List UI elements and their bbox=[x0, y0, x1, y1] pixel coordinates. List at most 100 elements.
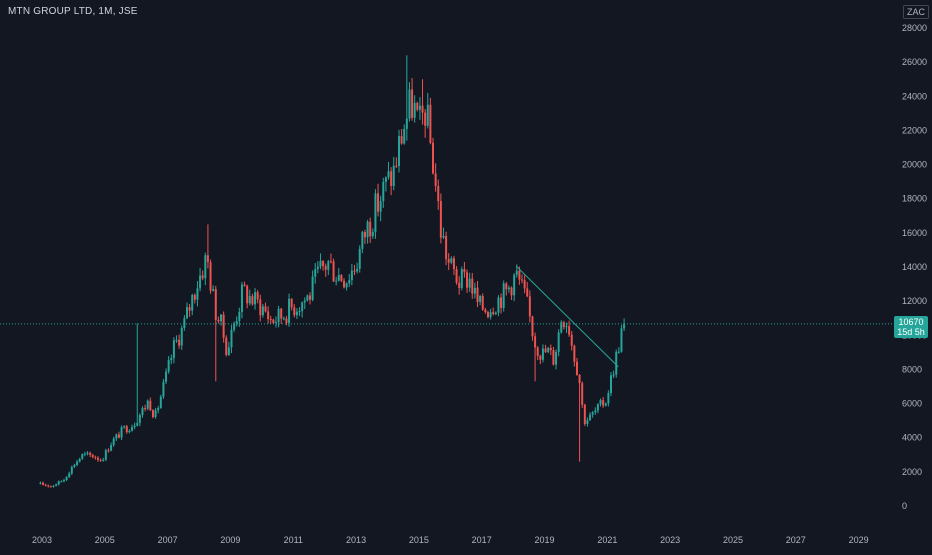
x-tick-label: 2013 bbox=[346, 535, 366, 545]
candle-body bbox=[492, 312, 495, 315]
y-tick-label: 22000 bbox=[902, 125, 927, 135]
candle-body bbox=[343, 280, 346, 288]
candle-body bbox=[293, 307, 296, 316]
candle-body bbox=[623, 323, 626, 329]
currency-badge[interactable]: ZAC bbox=[903, 5, 929, 19]
candle-body bbox=[256, 292, 259, 300]
candle-body bbox=[526, 288, 529, 297]
candle-body bbox=[141, 408, 144, 415]
candle-body bbox=[463, 269, 466, 273]
candle-body bbox=[311, 276, 314, 300]
candle-body bbox=[269, 319, 272, 321]
candle-body bbox=[604, 403, 607, 406]
candle-body bbox=[521, 279, 523, 281]
x-tick-label: 2029 bbox=[849, 535, 869, 545]
candle-body bbox=[502, 283, 505, 308]
candle-body bbox=[47, 485, 50, 487]
candle-body bbox=[494, 312, 497, 315]
candle-body bbox=[303, 300, 306, 303]
candle-body bbox=[374, 193, 377, 233]
x-tick-label: 2023 bbox=[660, 535, 680, 545]
candle-body bbox=[510, 287, 513, 296]
candle-body bbox=[335, 280, 338, 282]
candle-body bbox=[290, 298, 293, 308]
candle-body bbox=[120, 427, 123, 438]
candle-body bbox=[329, 261, 332, 263]
candle-body bbox=[371, 232, 374, 237]
candle-body bbox=[560, 322, 563, 333]
bar-countdown: 15d 5h bbox=[897, 327, 925, 337]
y-axis: 0200040006000800010000120001400016000180… bbox=[902, 23, 927, 511]
candle-body bbox=[309, 295, 311, 300]
candle-body bbox=[246, 285, 249, 304]
x-tick-label: 2019 bbox=[534, 535, 554, 545]
candle-body bbox=[442, 235, 445, 238]
candle-body bbox=[570, 334, 573, 346]
candle-body bbox=[183, 318, 186, 328]
candle-body bbox=[112, 438, 115, 445]
candle-body bbox=[403, 128, 406, 144]
y-tick-label: 2000 bbox=[902, 467, 922, 477]
candle-body bbox=[225, 337, 228, 355]
candle-body bbox=[185, 307, 188, 319]
candle-body bbox=[534, 336, 537, 348]
candle-body bbox=[421, 105, 424, 113]
candle-body bbox=[261, 306, 264, 316]
candle-body bbox=[267, 311, 270, 320]
candle-body bbox=[581, 383, 584, 405]
candle-body bbox=[450, 258, 453, 263]
candle-body bbox=[81, 454, 84, 459]
candle-body bbox=[170, 358, 173, 361]
candle-body bbox=[591, 412, 594, 415]
candle-body bbox=[167, 360, 170, 372]
candle-body bbox=[337, 275, 340, 281]
candle-body bbox=[439, 201, 442, 238]
candle-body bbox=[356, 268, 359, 272]
candle-body bbox=[361, 231, 364, 249]
y-tick-label: 26000 bbox=[902, 57, 927, 67]
candles-layer bbox=[39, 55, 626, 488]
candle-body bbox=[238, 311, 241, 322]
candle-body bbox=[68, 473, 71, 478]
candle-body bbox=[240, 284, 243, 312]
candle-body bbox=[162, 381, 165, 397]
y-tick-label: 8000 bbox=[902, 364, 922, 374]
candle-body bbox=[178, 339, 181, 346]
candle-body bbox=[397, 136, 400, 167]
candle-body bbox=[157, 407, 160, 411]
candle-body bbox=[557, 332, 560, 352]
candle-body bbox=[201, 275, 204, 279]
candle-body bbox=[599, 400, 602, 405]
candle-body bbox=[125, 426, 128, 433]
candle-body bbox=[117, 434, 120, 438]
candle-body bbox=[549, 347, 552, 351]
y-tick-label: 28000 bbox=[902, 23, 927, 33]
candle-body bbox=[426, 104, 429, 126]
candle-body bbox=[411, 89, 414, 118]
candle-body bbox=[366, 221, 369, 238]
candle-body bbox=[471, 278, 474, 294]
candle-body bbox=[73, 465, 76, 467]
candle-body bbox=[447, 259, 450, 263]
candle-body bbox=[445, 235, 448, 260]
candle-body bbox=[476, 287, 479, 302]
candle-body bbox=[97, 457, 99, 460]
candle-body bbox=[70, 466, 73, 474]
candle-body bbox=[144, 408, 147, 410]
trendline-layer bbox=[515, 265, 619, 368]
candle-body bbox=[455, 269, 458, 283]
candle-body bbox=[340, 275, 343, 281]
candle-body bbox=[437, 186, 440, 202]
candle-body bbox=[489, 312, 492, 318]
candle-body bbox=[298, 311, 301, 313]
candle-body bbox=[565, 326, 568, 328]
candle-body bbox=[149, 400, 152, 411]
candle-body bbox=[151, 410, 154, 417]
candle-body bbox=[405, 118, 408, 129]
candle-body bbox=[199, 275, 202, 289]
candle-body bbox=[52, 485, 55, 487]
y-tick-label: 18000 bbox=[902, 194, 927, 204]
candle-body bbox=[363, 231, 366, 238]
